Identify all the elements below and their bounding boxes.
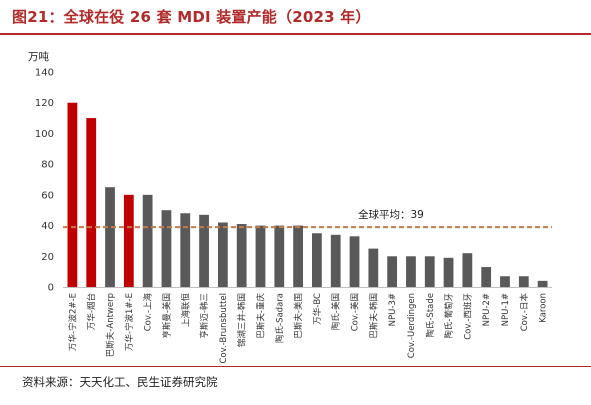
x-tick-label: Cov.-Uerdingen [407,293,417,358]
bar [500,276,510,287]
x-tick-label: NPU-3# [388,293,398,326]
bar [293,225,303,287]
bar [217,222,228,287]
x-tick-label: 陶氏-美国 [331,293,342,330]
x-tick-label: 陶氏-Sadara [274,293,285,343]
bar [274,225,285,287]
bar [518,276,529,287]
x-tick-label: 巴斯夫-韩国 [368,293,379,339]
source-note: 资料来源：天天化工、民生证券研究院 [22,375,218,389]
x-tick-label: Cov.-美国 [350,293,361,331]
bar [443,257,454,287]
bar [67,102,78,287]
y-tick-label: 140 [35,68,54,79]
bar [180,213,191,287]
y-tick-label: 120 [35,98,54,109]
bar [236,224,247,287]
y-tick-label: 0 [48,283,54,294]
x-tick-label: 万华-宁波2#-E [67,293,78,351]
bar [105,187,115,287]
x-tick-label: Cov.-西班牙 [462,293,473,340]
x-tick-label: 万华-烟台 [86,293,97,330]
x-tick-label: 巴斯夫-Antwerp [105,293,116,357]
x-tick-label: 锦湖三井-韩国 [237,293,248,347]
x-tick-label: Karoon [539,293,549,323]
x-tick-label: 陶氏-Stade [425,293,436,338]
footer-divider [0,366,591,367]
bar [537,280,548,287]
bar [86,118,97,287]
bar [406,256,416,287]
y-tick-label: 60 [41,190,54,201]
bar [123,194,134,287]
y-tick-label: 80 [41,160,54,171]
average-label: 全球平均：39 [358,208,424,221]
bar [368,248,379,287]
x-tick-label: 亨斯迈-韩三 [199,293,210,339]
x-tick-label: NPU-2# [482,293,492,326]
x-tick-label: 亨斯曼-美国 [161,293,172,339]
bar [312,233,322,287]
y-tick-label: 20 [41,252,54,263]
y-tick-label: 100 [35,129,54,140]
x-tick-label: Cov.-Brunsbuttel [219,293,229,364]
x-tick-label: Cov.-上海 [143,293,154,332]
bar [330,234,341,287]
x-tick-label: 上海联恒 [180,293,191,328]
bar [142,194,153,287]
bar [349,236,360,287]
x-tick-label: NPU-1# [501,293,511,326]
x-tick-label: 巴斯夫-重庆 [255,293,266,339]
x-tick-label: 万华-宁波1#-E [124,293,135,351]
title-divider [0,33,591,35]
bar [424,256,435,287]
x-tick-label: 巴斯夫-美国 [293,293,304,339]
y-axis-unit: 万吨 [28,50,49,63]
bar [255,225,266,287]
x-tick-label: Cov.-日本 [519,293,530,332]
y-tick-label: 40 [41,221,54,232]
bar [387,256,398,287]
bar [161,210,172,287]
bar [481,267,492,287]
chart-title: 图21：全球在役 26 套 MDI 装置产能（2023 年） [12,8,371,26]
x-tick-label: 陶氏-葡萄牙 [444,293,455,339]
bar-chart: 万吨 0 20 40 60 80 100 120 140 万华-宁波2#-E 万华-烟台 巴斯夫-An… [28,50,552,364]
x-tick-label: 万华-BC [312,293,323,325]
bar [462,253,473,287]
bar [199,214,209,287]
